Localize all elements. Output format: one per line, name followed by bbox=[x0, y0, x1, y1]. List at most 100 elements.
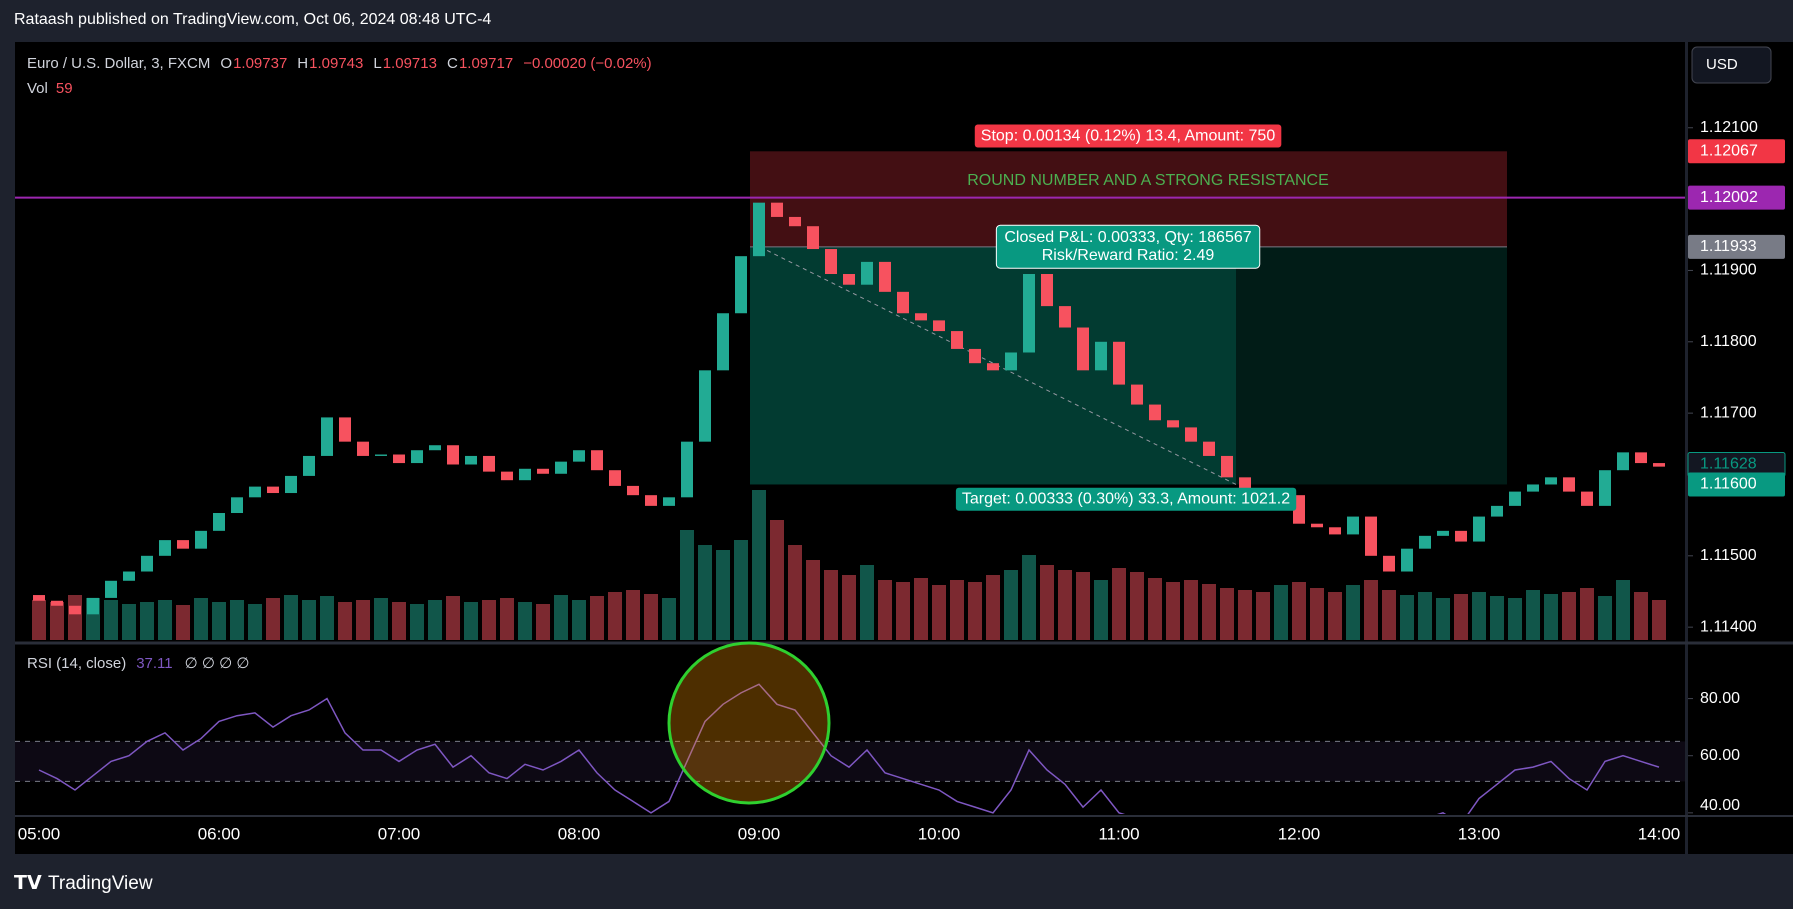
ohlc-value: 1.09743 bbox=[309, 55, 363, 72]
candle bbox=[303, 455, 315, 476]
candle bbox=[1113, 341, 1125, 385]
volume-bar bbox=[1652, 600, 1666, 640]
currency-button[interactable] bbox=[1691, 46, 1772, 84]
ratio-label: Risk/Reward Ratio: 2.49 bbox=[1042, 247, 1215, 264]
volume-bar bbox=[1238, 590, 1252, 640]
volume-bar bbox=[1418, 592, 1432, 640]
x-tick-label: 14:00 bbox=[1638, 824, 1681, 843]
candle bbox=[1131, 384, 1143, 405]
candle bbox=[789, 216, 801, 227]
volume-bar bbox=[50, 602, 64, 640]
candle bbox=[1545, 477, 1557, 485]
volume-bar bbox=[752, 490, 766, 640]
volume-bar bbox=[1202, 584, 1216, 640]
price-marker bbox=[1688, 234, 1785, 259]
candle bbox=[915, 313, 927, 321]
volume-bar bbox=[1544, 594, 1558, 640]
candle bbox=[1149, 404, 1161, 421]
candle bbox=[1023, 274, 1035, 353]
candle bbox=[1365, 516, 1377, 556]
symbol: Euro / U.S. Dollar, 3, FXCM bbox=[27, 55, 210, 72]
volume-bar bbox=[1094, 580, 1108, 640]
volume-bar bbox=[1346, 585, 1360, 640]
candle bbox=[627, 485, 639, 496]
stop-label: Stop: 0.00134 (0.12%) 13.4, Amount: 750 bbox=[981, 128, 1276, 145]
chart-area bbox=[15, 42, 1685, 854]
candle bbox=[1581, 491, 1593, 506]
volume-bar bbox=[428, 600, 442, 640]
candle bbox=[861, 261, 873, 285]
legend: Euro / U.S. Dollar, 3, FXCM O 1.09737 H 1.09… bbox=[27, 55, 652, 97]
candle bbox=[825, 249, 837, 275]
volume-bar bbox=[914, 578, 928, 640]
volume-bar bbox=[104, 600, 118, 640]
volume-bar bbox=[1562, 592, 1576, 640]
volume-bar bbox=[410, 604, 424, 640]
candle bbox=[1653, 463, 1665, 467]
candle bbox=[1203, 441, 1215, 456]
candle bbox=[1329, 527, 1341, 535]
candle bbox=[1383, 555, 1395, 572]
volume-bar bbox=[212, 602, 226, 640]
volume-bar bbox=[1256, 592, 1270, 640]
candle bbox=[141, 555, 153, 572]
candle bbox=[285, 475, 297, 494]
volume-bar bbox=[896, 582, 910, 640]
volume-bar bbox=[590, 596, 604, 640]
y-tick-label: 1.11400 bbox=[1700, 618, 1757, 635]
candle bbox=[1473, 516, 1485, 542]
candle bbox=[699, 370, 711, 442]
volume-bar bbox=[986, 575, 1000, 640]
stop-label-box bbox=[974, 124, 1282, 148]
candle bbox=[375, 454, 387, 456]
candle bbox=[771, 202, 783, 217]
candle bbox=[105, 580, 117, 598]
volume-bar bbox=[662, 598, 676, 640]
candle bbox=[447, 445, 459, 465]
x-tick-label: 10:00 bbox=[918, 824, 961, 843]
price-marker bbox=[1688, 139, 1785, 164]
candle bbox=[393, 454, 405, 464]
highlight-circle bbox=[667, 641, 831, 805]
x-tick-label: 05:00 bbox=[18, 824, 61, 843]
volume-bar bbox=[572, 600, 586, 640]
candle bbox=[1059, 306, 1071, 328]
ohlc-key: H bbox=[297, 55, 308, 72]
volume-bar bbox=[1058, 570, 1072, 640]
volume-bar bbox=[1292, 582, 1306, 640]
candle bbox=[1077, 327, 1089, 371]
candle bbox=[177, 540, 189, 549]
volume-bar bbox=[464, 602, 478, 640]
volume-bar bbox=[698, 545, 712, 640]
candle bbox=[1617, 452, 1629, 471]
ohlc-key: C bbox=[447, 55, 458, 72]
candle bbox=[357, 441, 369, 456]
volume-bar bbox=[1004, 570, 1018, 640]
volume-bar bbox=[1580, 588, 1594, 640]
volume-bar bbox=[1436, 598, 1450, 640]
y-tick-label: 1.11700 bbox=[1700, 404, 1757, 421]
volume-bar bbox=[1382, 590, 1396, 640]
ohlc-value: 1.09717 bbox=[459, 55, 513, 72]
rsi-band bbox=[15, 741, 1685, 782]
pnl-box bbox=[995, 224, 1261, 269]
volume-bar bbox=[158, 600, 172, 640]
volume-bar bbox=[518, 602, 532, 640]
volume-bar bbox=[1490, 596, 1504, 640]
candle bbox=[1509, 491, 1521, 506]
volume-bar bbox=[734, 540, 748, 640]
volume-bar bbox=[302, 600, 316, 640]
volume-bar bbox=[338, 602, 352, 640]
volume-value: 59 bbox=[56, 80, 73, 97]
x-tick-label: 08:00 bbox=[558, 824, 601, 843]
candle bbox=[807, 226, 819, 250]
price-axis bbox=[1688, 42, 1793, 854]
candle bbox=[33, 595, 45, 601]
pnl-label: Closed P&L: 0.00333, Qty: 186567 bbox=[1004, 229, 1251, 246]
target-label: Target: 0.00333 (0.30%) 33.3, Amount: 10… bbox=[962, 491, 1290, 508]
candle bbox=[609, 470, 621, 486]
candle bbox=[429, 445, 441, 451]
x-tick-label: 09:00 bbox=[738, 824, 781, 843]
candle bbox=[1563, 477, 1575, 492]
